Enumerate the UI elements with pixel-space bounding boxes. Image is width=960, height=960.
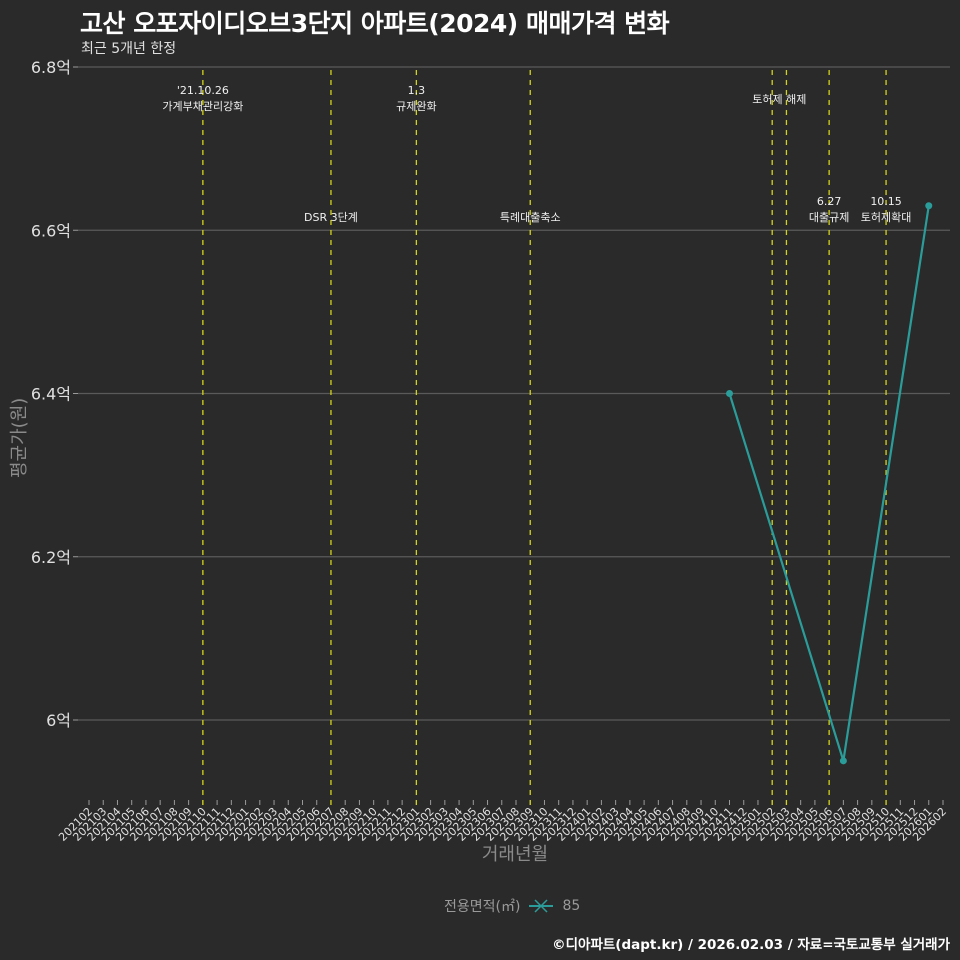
- data-point: [839, 757, 847, 765]
- event-label: 토허제확대: [861, 211, 912, 224]
- data-point: [925, 202, 933, 210]
- chart-title: 고산 오포자이디오브3단지 아파트(2024) 매매가격 변화: [80, 9, 670, 38]
- data-point: [726, 390, 733, 397]
- y-tick-label: 6.6억: [31, 221, 71, 240]
- y-tick-label: 6.2억: [31, 548, 71, 567]
- legend-entry-85: 85: [562, 898, 581, 914]
- event-date-label: '21.10.26: [177, 84, 229, 97]
- line-point-icon: [528, 898, 554, 914]
- event-date-label: 1.3: [408, 84, 426, 97]
- event-date-label: 10.15: [870, 195, 902, 208]
- event-label: 규제완화: [396, 100, 436, 113]
- y-axis-title: 평균가(원): [9, 397, 30, 478]
- y-tick-label: 6.4억: [31, 385, 71, 404]
- event-date-label: 6.27: [817, 195, 842, 208]
- event-label: 가계부채관리강화: [162, 100, 243, 113]
- y-tick-label: 6억: [46, 711, 71, 730]
- y-tick-label: 6.8억: [31, 58, 71, 77]
- event-label: 대출규제: [809, 211, 849, 224]
- event-label: DSR 3단계: [304, 211, 358, 224]
- legend: 전용면적(㎡) 85: [444, 896, 580, 916]
- event-label: 특례대출축소: [500, 211, 561, 224]
- event-label: 토허제 해제: [752, 92, 806, 106]
- legend-title: 전용면적(㎡): [444, 899, 521, 915]
- x-axis-title: 거래년월: [481, 844, 549, 865]
- source-caption: ©디아파트(dapt.kr) / 2026.02.03 / 자료=국토교통부 실…: [552, 937, 950, 953]
- chart-subtitle: 최근 5개년 한정: [81, 41, 177, 57]
